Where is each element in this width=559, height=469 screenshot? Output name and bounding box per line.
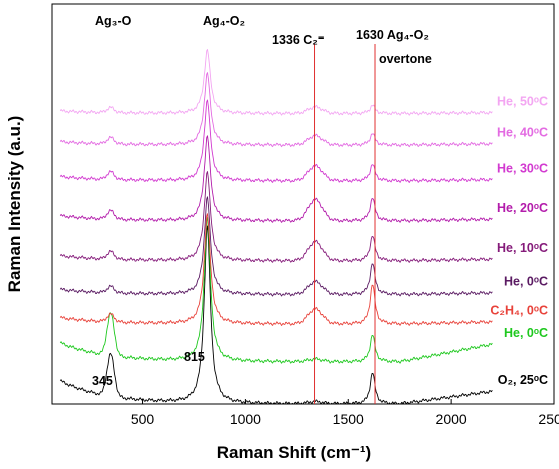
series-trace-8 [59, 49, 493, 116]
annotation-ag4o2: Ag₄-O₂ [203, 14, 245, 28]
x-tick-label-4: 2500 [538, 411, 559, 427]
annotation-peak-815: 815 [184, 350, 205, 364]
series-label-4: He, 10ᵒC [497, 241, 548, 255]
series-label-6: He, 30ᵒC [497, 161, 548, 175]
annotation-overtone: overtone [379, 52, 432, 66]
x-tick-label-0: 500 [131, 411, 155, 427]
plot-frame [51, 3, 555, 405]
y-axis-title: Raman Intensity (a.u.) [5, 116, 24, 293]
series-trace-7 [59, 72, 493, 148]
series-label-0: O₂, 25ᵒC [498, 373, 548, 387]
series-label-1: He, 0ᵒC [504, 326, 548, 340]
x-axis-title: Raman Shift (cm⁻¹) [217, 443, 371, 462]
annotation-ag3o: Ag₃-O [95, 14, 132, 28]
series-trace-3 [59, 196, 493, 297]
x-tick-label-3: 2000 [436, 411, 467, 427]
x-axis-ticks: 500 1000 1500 2000 2500 [131, 399, 559, 427]
series-label-7: He, 40ᵒC [497, 126, 548, 140]
series-trace-1 [59, 217, 493, 364]
series-label-8: He, 50ᵒC [497, 95, 548, 109]
series-trace-2 [59, 213, 493, 326]
series-trace-6 [59, 99, 493, 183]
series-trace-4 [59, 171, 493, 263]
reference-lines [314, 44, 376, 404]
series-label-3: He, 0ᵒC [504, 275, 548, 289]
traces-group [59, 49, 493, 405]
x-tick-label-2: 1500 [333, 411, 364, 427]
annotation-c2: 1336 C₂⁼ [272, 33, 325, 47]
annotation-ag4o2-overtone: 1630 Ag₄-O₂ [356, 28, 429, 42]
series-labels: O₂, 25ᵒC He, 0ᵒC C₂H₄, 0ᵒC He, 0ᵒC He, 10ᵒC H… [490, 95, 548, 388]
series-label-2: C₂H₄, 0ᵒC [490, 304, 548, 318]
series-trace-0 [59, 225, 493, 405]
annotation-peak-345: 345 [92, 374, 113, 388]
series-trace-5 [59, 135, 493, 223]
x-tick-label-1: 1000 [230, 411, 261, 427]
series-label-5: He, 20ᵒC [497, 201, 548, 215]
